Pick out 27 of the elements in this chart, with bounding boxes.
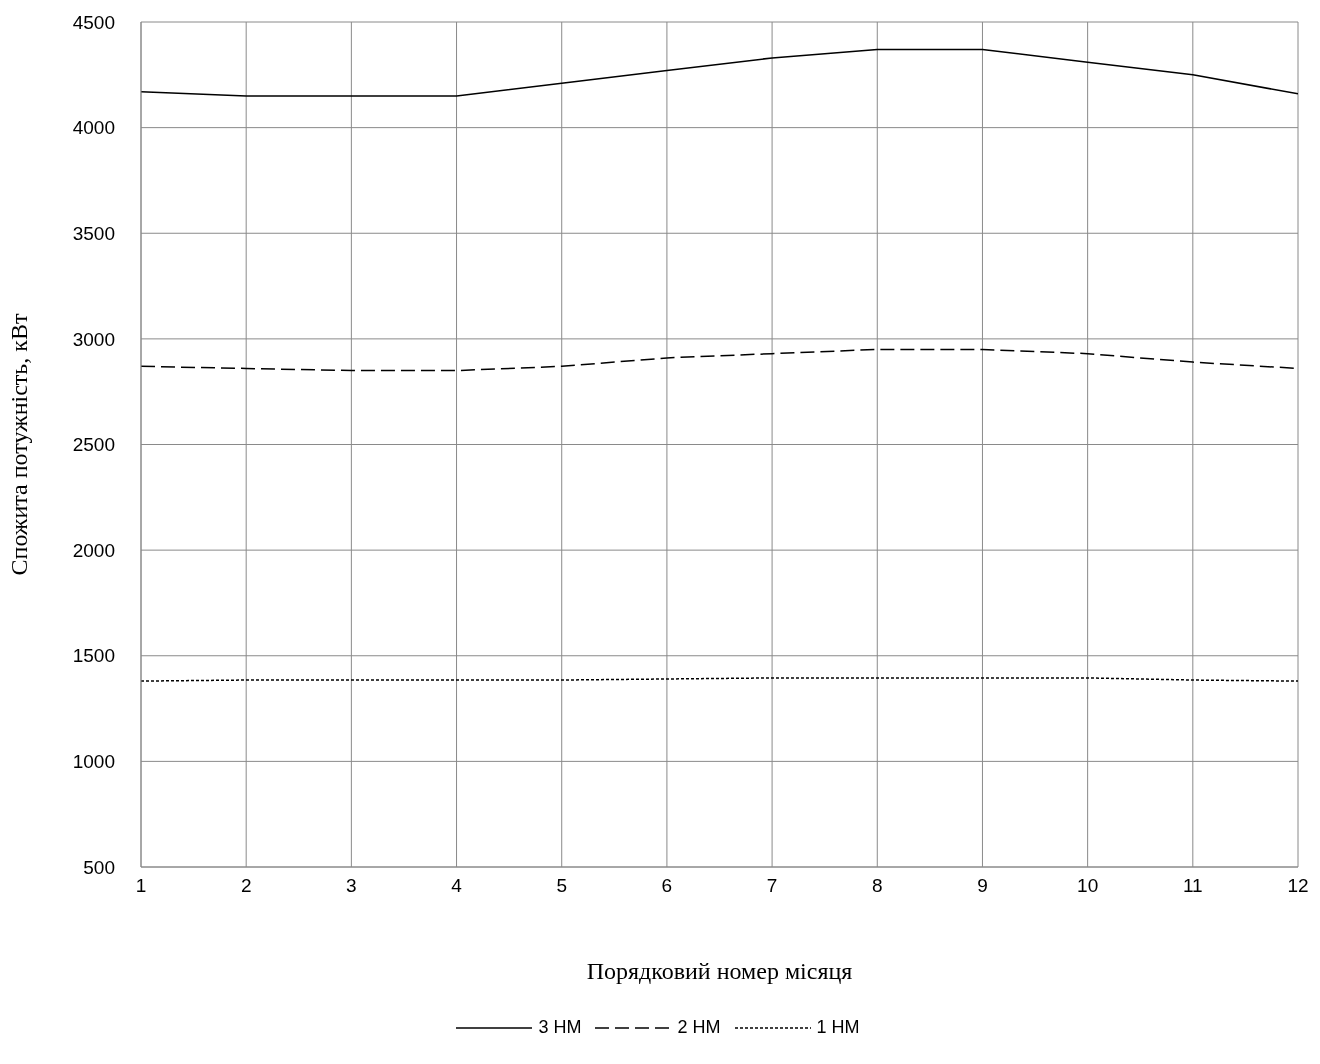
y-tick-label: 4500	[72, 11, 115, 33]
line-series	[141, 48, 1298, 97]
x-tick-label: 9	[977, 875, 988, 897]
x-tick-label: 10	[1077, 875, 1099, 897]
y-tick-label: 3500	[72, 222, 115, 244]
y-axis-title: Спожита потужність, кВт	[5, 313, 32, 576]
y-tick-label: 2000	[72, 539, 115, 561]
x-tick-label: 4	[451, 875, 463, 897]
y-tick-label: 500	[83, 856, 115, 878]
x-tick-label: 7	[766, 875, 778, 897]
legend-label: 2 НМ	[677, 1017, 721, 1038]
x-tick-label: 11	[1182, 875, 1203, 897]
legend-label: 3 НМ	[538, 1017, 582, 1038]
x-tick-label: 2	[240, 875, 252, 897]
x-tick-label: 5	[556, 875, 568, 897]
y-tick-label: 2500	[72, 434, 115, 456]
x-tick-label: 3	[346, 875, 357, 897]
y-tick-label: 1500	[72, 645, 115, 667]
x-tick-label: 6	[661, 875, 673, 897]
y-tick-label: 1000	[72, 751, 115, 773]
legend-label: 1 НМ	[816, 1017, 860, 1038]
y-tick-label: 4000	[72, 117, 115, 139]
x-tick-label: 8	[871, 875, 883, 897]
x-tick-label: 1	[135, 875, 147, 897]
x-tick-label: 12	[1287, 875, 1309, 897]
y-tick-label: 3000	[72, 328, 115, 350]
x-axis-title: Порядковий номер місяця	[586, 958, 853, 985]
